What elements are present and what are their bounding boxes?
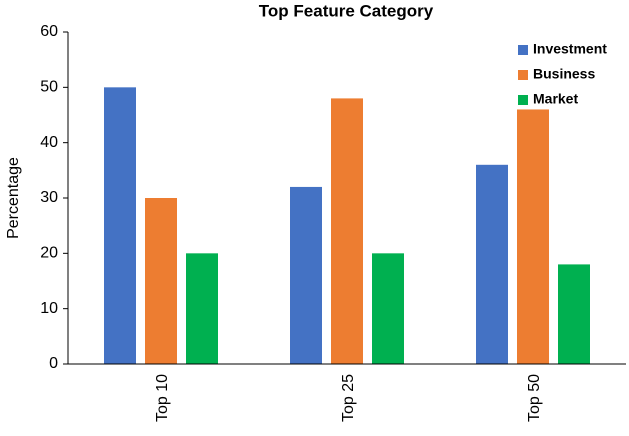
y-axis-label: Percentage	[5, 157, 22, 239]
bar	[186, 253, 218, 364]
x-tick-label: Top 25	[340, 374, 357, 422]
legend-text: Business	[533, 66, 595, 82]
legend-text: Market	[533, 91, 578, 107]
y-tick-label: 0	[49, 355, 58, 372]
bar	[558, 264, 590, 364]
bar	[104, 87, 136, 364]
y-tick-label: 60	[40, 23, 58, 40]
x-tick-label: Top 50	[526, 374, 543, 422]
y-tick-label: 40	[40, 134, 58, 151]
y-tick-label: 30	[40, 189, 58, 206]
bar	[290, 186, 322, 364]
y-tick-label: 10	[40, 300, 58, 317]
legend-swatch	[518, 45, 528, 55]
bar	[517, 109, 549, 364]
y-tick-label: 50	[40, 79, 58, 96]
x-tick-label: Top 10	[154, 374, 171, 422]
legend-swatch	[518, 95, 528, 105]
bar	[476, 164, 508, 364]
chart-title: Top Feature Category	[259, 1, 434, 20]
bar	[145, 198, 177, 364]
legend-swatch	[518, 70, 528, 80]
y-tick-label: 20	[40, 245, 58, 262]
bar	[331, 98, 363, 365]
legend-text: Investment	[533, 41, 607, 57]
bar	[372, 253, 404, 364]
